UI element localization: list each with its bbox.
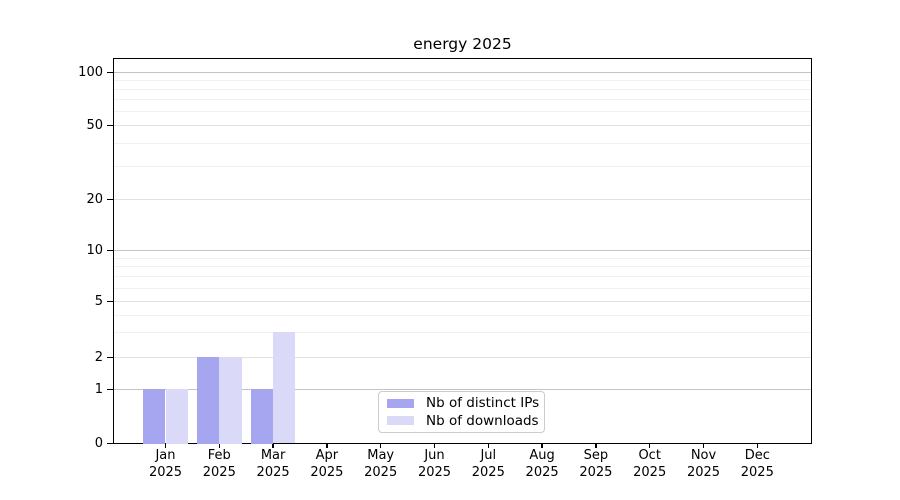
x-tick-jun	[433, 444, 436, 448]
x-tick-label-jan-2025: Jan 2025	[148, 448, 183, 480]
gridline-major-50	[114, 125, 811, 126]
gridline-minor-40	[114, 143, 811, 145]
gridline-minor-70	[114, 99, 811, 101]
x-tick-sep	[595, 444, 597, 448]
y-tick-label-100: 100	[78, 64, 103, 80]
x-tick-apr	[326, 444, 328, 448]
bar-mar-nb-of-distinct-ips	[250, 389, 274, 444]
x-tick-label-jul-2025: Jul 2025	[471, 448, 505, 480]
x-tick-jan	[164, 444, 167, 448]
x-tick-aug	[541, 444, 543, 448]
legend-swatch-downloads	[387, 416, 414, 426]
y-tick-20	[107, 198, 113, 200]
gridline-major-5	[114, 301, 811, 302]
bar-feb-nb-of-distinct-ips	[196, 357, 220, 444]
gridline-minor-30	[114, 166, 811, 168]
gridline-minor-8	[114, 266, 811, 268]
x-tick-may	[380, 444, 382, 448]
x-tick-jul	[487, 444, 489, 448]
gridline-minor-80	[114, 89, 811, 91]
x-tick-oct	[649, 444, 651, 448]
x-tick-nov	[702, 444, 705, 448]
x-tick-feb	[218, 444, 220, 448]
y-tick-label-50: 50	[86, 117, 103, 133]
y-tick-label-0: 0	[94, 436, 103, 451]
bar-feb-nb-of-downloads	[219, 357, 242, 444]
bar-mar-nb-of-downloads	[273, 332, 296, 444]
legend-item-downloads: Nb of downloads	[387, 412, 539, 430]
x-tick-label-dec-2025: Dec 2025	[740, 448, 774, 480]
y-tick-50	[107, 124, 113, 126]
x-tick-label-feb-2025: Feb 2025	[202, 448, 236, 480]
y-tick-label-5: 5	[94, 293, 103, 309]
legend-swatch-distinct-ips	[387, 398, 414, 408]
legend-label-downloads: Nb of downloads	[426, 412, 539, 429]
x-tick-label-may-2025: May 2025	[364, 448, 398, 480]
gridline-minor-3	[114, 332, 811, 334]
x-tick-label-sep-2025: Sep 2025	[579, 448, 613, 480]
x-tick-label-jun-2025: Jun 2025	[417, 448, 452, 480]
y-tick-10	[107, 249, 113, 251]
gridline-major-2	[114, 357, 811, 358]
x-tick-dec	[756, 444, 758, 448]
y-tick-label-1: 1	[94, 381, 103, 397]
gridline-major-1	[114, 389, 811, 390]
legend-label-distinct-ips: Nb of distinct IPs	[426, 395, 540, 412]
gridline-major-100	[114, 72, 811, 73]
y-tick-2	[107, 356, 113, 358]
gridline-major-20	[114, 199, 811, 200]
x-tick-label-oct-2025: Oct 2025	[633, 448, 667, 480]
gridline-minor-9	[114, 257, 811, 259]
gridline-minor-4	[114, 314, 811, 316]
y-tick-label-2: 2	[94, 349, 103, 365]
plot-area	[113, 58, 812, 444]
legend-item-distinct-ips: Nb of distinct IPs	[387, 395, 540, 412]
x-tick-label-aug-2025: Aug 2025	[525, 448, 559, 480]
y-tick-label-20: 20	[86, 191, 103, 207]
legend: Nb of distinct IPs Nb of downloads	[378, 391, 545, 433]
x-tick-label-apr-2025: Apr 2025	[310, 448, 344, 480]
gridline-minor-7	[114, 276, 811, 278]
bar-jan-nb-of-distinct-ips	[143, 389, 166, 444]
x-tick-mar	[272, 444, 274, 448]
gridline-minor-60	[114, 111, 811, 113]
bar-jan-nb-of-downloads	[165, 389, 188, 444]
gridline-minor-6	[114, 287, 811, 289]
x-tick-label-nov-2025: Nov 2025	[686, 448, 721, 480]
chart-title: energy 2025	[413, 35, 512, 53]
y-tick-1	[107, 388, 113, 390]
y-tick-100	[107, 71, 113, 73]
gridline-major-10	[114, 250, 811, 251]
y-tick-label-10: 10	[86, 242, 103, 258]
y-tick-0	[107, 443, 113, 445]
x-tick-label-mar-2025: Mar 2025	[256, 448, 290, 480]
gridline-minor-90	[114, 80, 811, 82]
y-tick-5	[107, 300, 113, 302]
